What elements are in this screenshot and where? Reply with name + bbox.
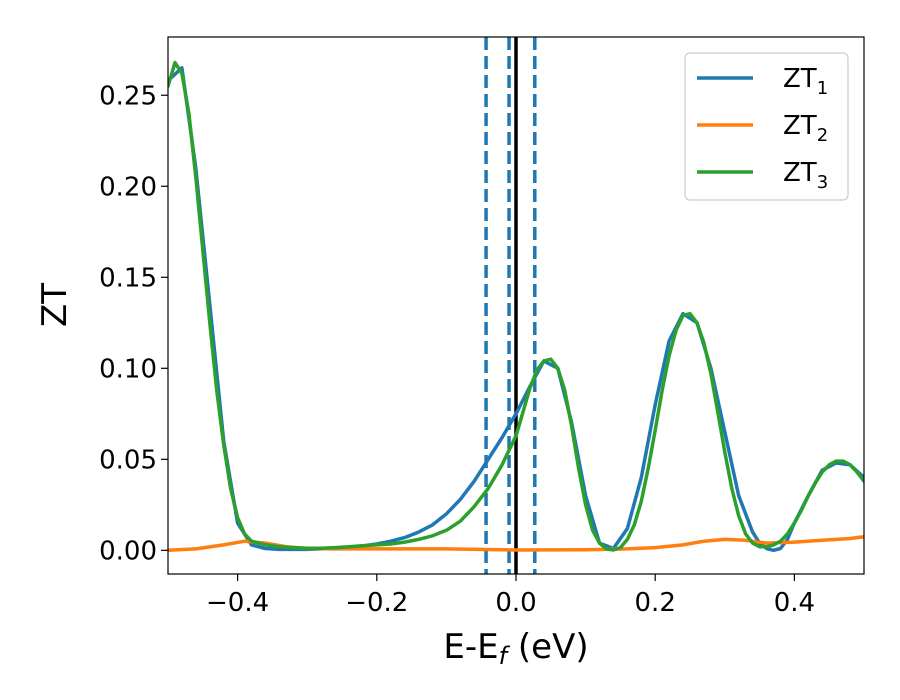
x-tick-label: −0.4: [206, 588, 269, 618]
y-tick-label: 0.20: [99, 172, 157, 202]
reference-lines: [484, 37, 537, 574]
y-tick-label: 0.05: [99, 445, 157, 475]
y-axis-ticks: 0.00 0.05 0.10 0.15 0.20 0.25: [99, 81, 168, 566]
x-tick-label: 0.4: [774, 588, 815, 618]
series-line-zt3: [168, 60, 864, 552]
legend-label-zt1: ZT1: [783, 64, 828, 99]
x-axis-ticks: −0.4 −0.2 0.0 0.2 0.4: [206, 574, 815, 618]
series-lines: [168, 60, 864, 553]
x-axis-label: E-Ef (eV): [443, 627, 588, 670]
x-tick-label: −0.2: [345, 588, 408, 618]
legend-box: [684, 52, 849, 201]
y-tick-label: 0.10: [99, 354, 157, 384]
y-tick-label: 0.15: [99, 263, 157, 293]
legend: ZT1 ZT2 ZT3: [684, 52, 849, 201]
x-tick-label: 0.2: [635, 588, 676, 618]
y-tick-label: 0.00: [99, 536, 157, 566]
y-axis-label: ZT: [35, 283, 75, 327]
legend-label-zt2: ZT2: [783, 111, 828, 146]
legend-label-zt3: ZT3: [783, 158, 828, 193]
x-tick-label: 0.0: [495, 588, 536, 618]
y-tick-label: 0.25: [99, 81, 157, 111]
